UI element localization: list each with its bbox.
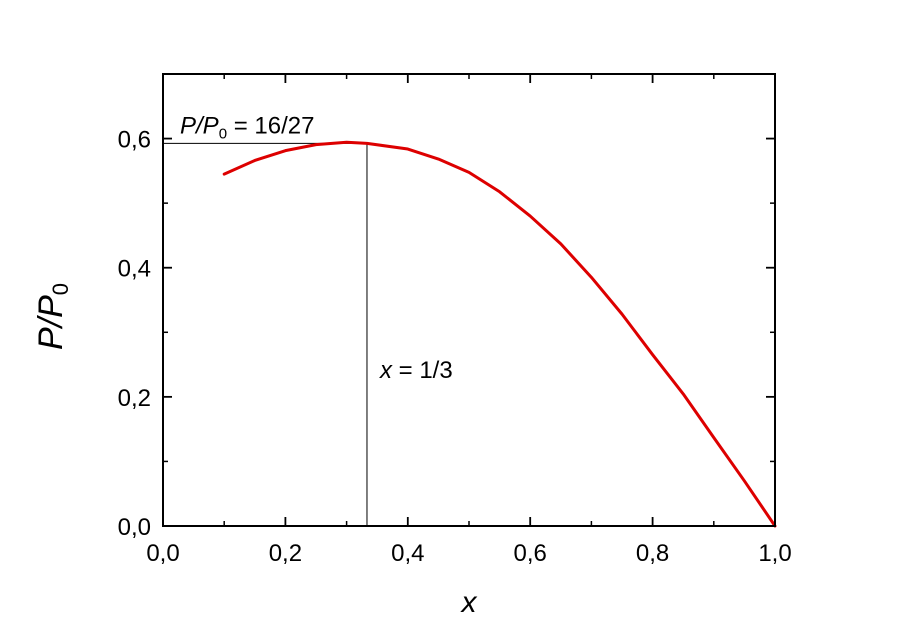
x-tick-label: 1,0: [758, 540, 791, 567]
y-tick-label: 0,4: [118, 256, 151, 283]
y-tick-label: 0,6: [118, 127, 151, 154]
y-axis-title-sub: 0: [48, 283, 73, 295]
x-axis-title: x: [460, 586, 478, 619]
x-tick-label: 0,4: [391, 540, 424, 567]
plot-frame: [162, 73, 776, 527]
max-annotation-sub: 0: [219, 125, 227, 142]
max-value-annotation: P/P0 = 16/27: [180, 112, 314, 142]
y-axis-title: P/P0: [32, 283, 73, 350]
x-annotation-value: = 1/3: [392, 357, 453, 384]
x-tick-label: 0,0: [146, 540, 179, 567]
y-axis-title-main: P/P: [32, 295, 70, 350]
y-tick-label: 0,0: [118, 514, 151, 541]
series-line: [222, 140, 777, 528]
y-tick-label: 0,2: [118, 385, 151, 412]
reference-lines: [163, 142, 368, 526]
x-tick-label: 0,8: [636, 540, 669, 567]
x-value-annotation: x = 1/3: [379, 357, 453, 384]
series-layer: [222, 140, 777, 528]
ticks-layer: 0,0 0,2 0,4 0,6 0,8 1,0 0,0 0,2 0,4 0,6: [118, 74, 792, 567]
max-annotation-value: = 16/27: [227, 112, 314, 139]
x-annotation-var: x: [379, 357, 393, 384]
x-tick-label: 0,2: [269, 540, 302, 567]
x-tick-label: 0,6: [514, 540, 547, 567]
max-annotation-main: P/P: [180, 112, 219, 139]
